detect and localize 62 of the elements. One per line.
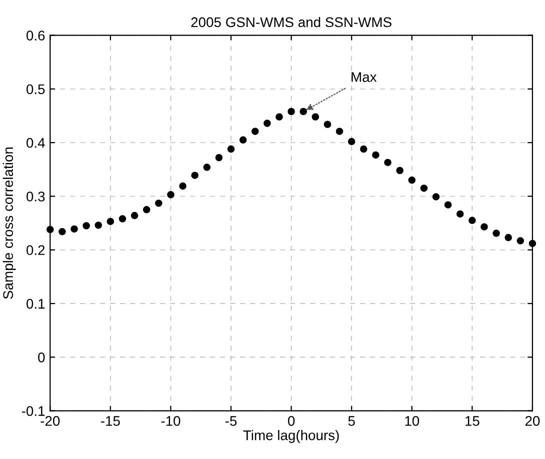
x-tick-label: 5 [348, 416, 355, 426]
y-tick-label: -0.1 [22, 406, 45, 416]
point [70, 225, 78, 233]
point [444, 201, 452, 208]
point [336, 128, 344, 135]
point [276, 113, 283, 121]
point [118, 215, 126, 222]
chart-title: 2005 GSN-WMS and SSN-WMS [191, 16, 392, 28]
point [468, 216, 476, 224]
point [300, 108, 307, 116]
point [106, 218, 114, 226]
x-tick-label: 15 [466, 416, 480, 426]
point [215, 154, 223, 162]
point [516, 237, 524, 244]
point [432, 193, 440, 200]
x-tick-label: -10 [161, 416, 180, 426]
y-tick-label: 0.2 [26, 245, 45, 256]
x-tick-label: -15 [101, 416, 120, 426]
point [142, 206, 150, 214]
point [420, 184, 428, 192]
point [191, 172, 198, 179]
point [372, 151, 380, 159]
point [130, 212, 138, 220]
y-tick-label: 0.4 [26, 138, 45, 148]
x-tick-label: -20 [40, 416, 60, 426]
point [492, 230, 500, 237]
point [312, 113, 320, 121]
point [264, 120, 271, 127]
annotation: Max [352, 72, 377, 82]
point [167, 191, 174, 198]
point [94, 222, 102, 229]
point [46, 226, 54, 234]
x-tick-label: 10 [405, 416, 420, 426]
point [384, 158, 392, 166]
point [239, 136, 247, 144]
point [179, 182, 186, 190]
point [288, 108, 295, 116]
point [82, 222, 90, 230]
x-tick-label: 0 [288, 416, 295, 426]
y-tick-label: 0.6 [26, 30, 45, 41]
y-tick-label: 0.1 [26, 298, 45, 309]
y-tick-label: 0.3 [26, 192, 45, 202]
x-tick-label: 20 [525, 416, 540, 426]
point [396, 166, 404, 174]
point [155, 200, 162, 207]
point [227, 145, 235, 153]
point [504, 234, 512, 242]
point [408, 176, 416, 184]
point [58, 228, 66, 236]
point [251, 128, 259, 135]
y-tick-label: 0.5 [26, 84, 45, 94]
point [528, 240, 536, 248]
point [360, 145, 368, 153]
point [203, 164, 211, 171]
point [480, 223, 488, 230]
x-axis-title: Time lag(hours) [243, 430, 339, 443]
point [348, 138, 356, 146]
point [324, 120, 332, 128]
y-tick-label: 0 [38, 352, 45, 362]
point [456, 210, 464, 218]
x-tick-label: -5 [225, 416, 237, 426]
y-axis-title: Sample cross correlation [2, 148, 16, 299]
